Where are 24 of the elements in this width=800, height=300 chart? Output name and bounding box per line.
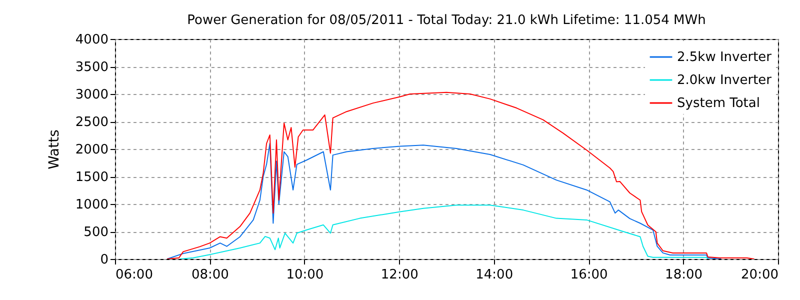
- x-tick-label: 08:00: [191, 268, 229, 282]
- y-tick-label: 4000: [75, 32, 108, 48]
- y-tick-label: 3500: [75, 60, 108, 75]
- chart-title: Power Generation for 08/05/2011 - Total Today: 21.0 kWh Lifetime: 11.054 MWh: [187, 13, 706, 28]
- line-series: [179, 204, 708, 259]
- y-tick-label: 2000: [75, 142, 108, 158]
- x-tick-label: 06:00: [116, 268, 153, 282]
- x-tick-label: 10:00: [286, 268, 324, 282]
- x-tick-label: 12:00: [380, 268, 418, 282]
- line-series: [166, 143, 722, 259]
- y-tick-label: 1500: [75, 170, 108, 185]
- x-tick-label: 14:00: [476, 268, 514, 282]
- y-tick-label: 1000: [75, 198, 108, 212]
- y-tick-label: 500: [84, 225, 108, 240]
- y-tick-label: 0: [100, 252, 108, 268]
- x-tick-label: 16:00: [570, 268, 608, 282]
- y-axis-title: Watts: [46, 130, 62, 170]
- legend-label: 2.0kw Inverter: [677, 73, 772, 88]
- x-tick-label: 20:00: [741, 268, 778, 282]
- y-tick-label: 3000: [75, 88, 108, 102]
- legend-label: 2.5kw Inverter: [677, 50, 772, 65]
- x-tick-label: 18:00: [665, 268, 703, 282]
- y-tick-label: 2500: [75, 115, 108, 130]
- legend-label: System Total: [677, 96, 760, 111]
